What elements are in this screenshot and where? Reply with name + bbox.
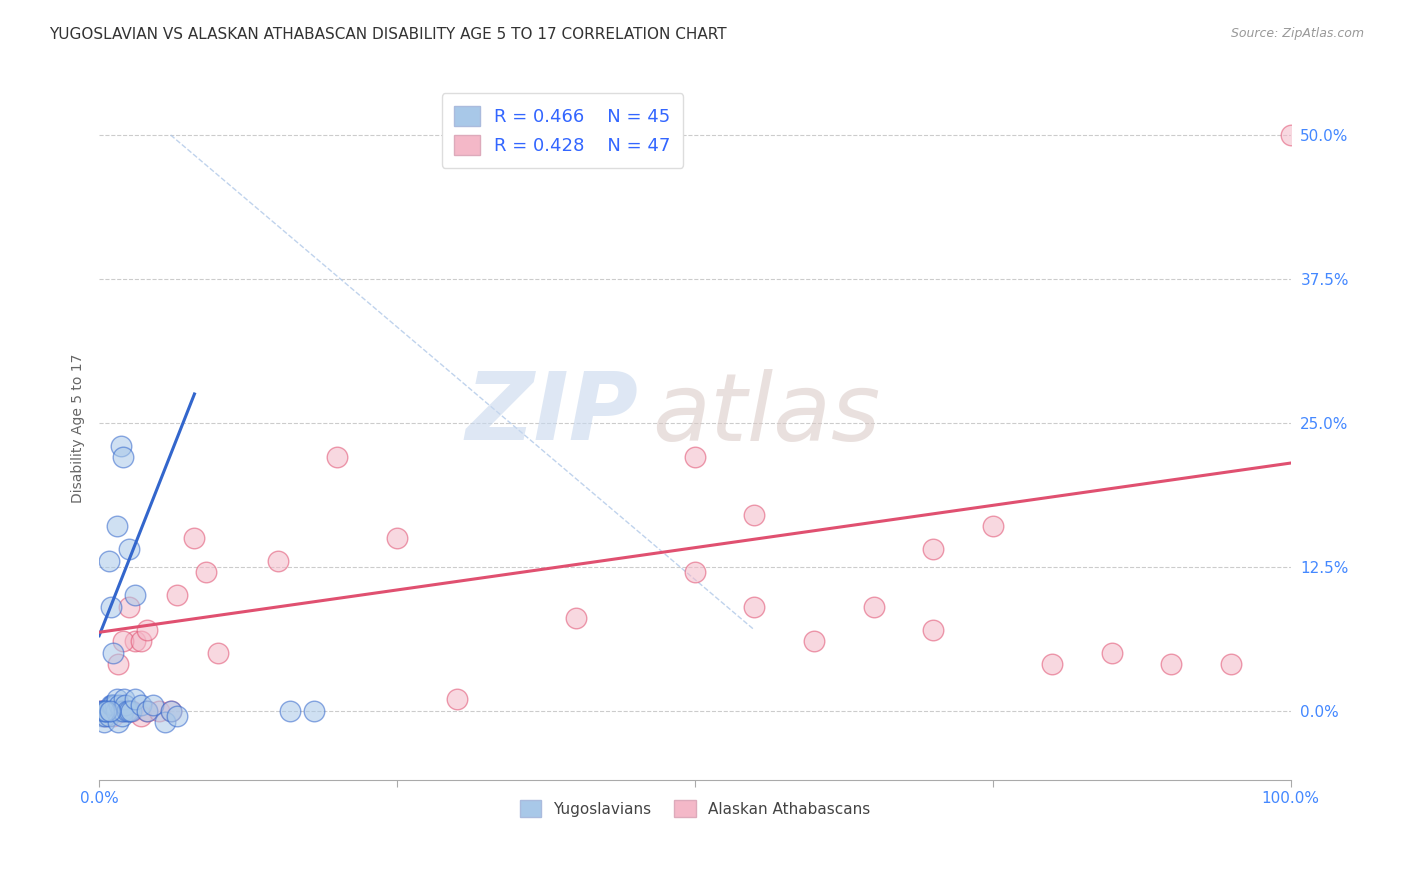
Point: [124, 634, 146, 648]
Point: [104, 704, 127, 718]
Point: [104, 704, 127, 718]
Point: [385, 531, 408, 545]
Point: [278, 704, 301, 718]
Point: [96, 704, 118, 718]
Point: [564, 611, 586, 625]
Point: [100, 704, 122, 718]
Point: [118, 704, 141, 718]
Point: [446, 692, 468, 706]
Point: [111, 704, 134, 718]
Point: [112, 692, 135, 706]
Point: [94, 709, 117, 723]
Point: [121, 704, 143, 718]
Point: [101, 698, 124, 712]
Point: [108, 698, 131, 712]
Point: [267, 554, 290, 568]
Point: [683, 566, 706, 580]
Point: [105, 519, 128, 533]
Point: [111, 634, 134, 648]
Point: [111, 709, 134, 723]
Point: [89, 704, 111, 718]
Point: [114, 698, 136, 712]
Point: [124, 692, 146, 706]
Point: [148, 704, 170, 718]
Point: [326, 450, 349, 465]
Point: [922, 623, 945, 637]
Point: [103, 646, 125, 660]
Point: [114, 704, 136, 718]
Point: [129, 634, 152, 648]
Point: [110, 704, 132, 718]
Point: [91, 704, 114, 718]
Point: [93, 714, 115, 729]
Point: [166, 589, 188, 603]
Legend: Yugoslavians, Alaskan Athabascans: Yugoslavians, Alaskan Athabascans: [512, 793, 877, 824]
Point: [159, 704, 181, 718]
Point: [166, 709, 188, 723]
Point: [118, 599, 141, 614]
Y-axis label: Disability Age 5 to 17: Disability Age 5 to 17: [72, 354, 86, 503]
Point: [981, 519, 1004, 533]
Point: [683, 450, 706, 465]
Point: [107, 657, 129, 672]
Point: [110, 704, 132, 718]
Point: [105, 692, 128, 706]
Point: [1040, 657, 1063, 672]
Point: [118, 542, 141, 557]
Point: [100, 698, 122, 712]
Point: [97, 554, 120, 568]
Point: [90, 709, 112, 723]
Point: [922, 542, 945, 557]
Point: [98, 704, 121, 718]
Point: [111, 704, 134, 718]
Point: [195, 566, 218, 580]
Point: [207, 646, 229, 660]
Point: [135, 623, 157, 637]
Point: [98, 704, 121, 718]
Point: [124, 589, 146, 603]
Point: [1160, 657, 1182, 672]
Text: YUGOSLAVIAN VS ALASKAN ATHABASCAN DISABILITY AGE 5 TO 17 CORRELATION CHART: YUGOSLAVIAN VS ALASKAN ATHABASCAN DISABI…: [49, 27, 727, 42]
Text: atlas: atlas: [652, 369, 880, 460]
Point: [142, 698, 165, 712]
Point: [135, 704, 157, 718]
Point: [98, 704, 121, 718]
Point: [1220, 657, 1243, 672]
Point: [104, 698, 127, 712]
Point: [744, 508, 766, 522]
Point: [110, 439, 132, 453]
Point: [103, 709, 125, 723]
Point: [91, 704, 114, 718]
Point: [100, 599, 122, 614]
Point: [93, 704, 115, 718]
Point: [183, 531, 205, 545]
Point: [744, 599, 766, 614]
Point: [96, 704, 118, 718]
Point: [97, 709, 120, 723]
Point: [1279, 128, 1302, 142]
Text: ZIP: ZIP: [465, 368, 638, 460]
Point: [100, 704, 122, 718]
Point: [111, 450, 134, 465]
Point: [862, 599, 884, 614]
Point: [135, 704, 157, 718]
Point: [803, 634, 825, 648]
Point: [1101, 646, 1123, 660]
Point: [159, 704, 181, 718]
Point: [120, 704, 142, 718]
Point: [96, 704, 118, 718]
Point: [115, 704, 138, 718]
Point: [302, 704, 325, 718]
Text: Source: ZipAtlas.com: Source: ZipAtlas.com: [1230, 27, 1364, 40]
Point: [94, 709, 117, 723]
Point: [129, 698, 152, 712]
Point: [107, 714, 129, 729]
Point: [103, 698, 125, 712]
Point: [153, 714, 176, 729]
Point: [96, 704, 118, 718]
Point: [118, 704, 141, 718]
Point: [89, 704, 111, 718]
Point: [129, 709, 152, 723]
